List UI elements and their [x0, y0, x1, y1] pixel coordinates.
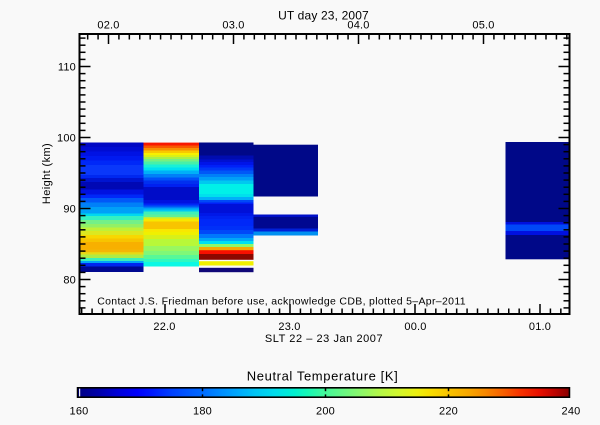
svg-text:22.0: 22.0 — [153, 321, 175, 333]
svg-text:03.0: 03.0 — [222, 20, 244, 32]
svg-text:Contact J.S. Friedman before u: Contact J.S. Friedman before use, acknow… — [97, 296, 466, 308]
svg-text:01.0: 01.0 — [529, 321, 551, 333]
svg-text:SLT 22 – 23 Jan 2007: SLT 22 – 23 Jan 2007 — [265, 333, 383, 345]
svg-text:90: 90 — [63, 204, 76, 216]
svg-text:Height (km): Height (km) — [41, 143, 53, 204]
svg-text:180: 180 — [193, 405, 212, 417]
svg-text:Neutral Temperature [K]: Neutral Temperature [K] — [247, 369, 399, 384]
svg-text:220: 220 — [439, 405, 458, 417]
svg-text:110: 110 — [58, 62, 76, 74]
svg-text:23.0: 23.0 — [278, 321, 300, 333]
svg-text:240: 240 — [562, 405, 581, 417]
svg-text:05.0: 05.0 — [472, 20, 494, 32]
svg-text:UT day 23, 2007: UT day 23, 2007 — [278, 9, 369, 23]
svg-text:160: 160 — [70, 405, 89, 417]
svg-text:02.0: 02.0 — [97, 20, 119, 32]
svg-text:100: 100 — [57, 133, 76, 145]
svg-text:04.0: 04.0 — [347, 20, 369, 32]
svg-text:00.0: 00.0 — [404, 321, 426, 333]
svg-text:200: 200 — [316, 405, 335, 417]
svg-text:80: 80 — [63, 275, 76, 287]
